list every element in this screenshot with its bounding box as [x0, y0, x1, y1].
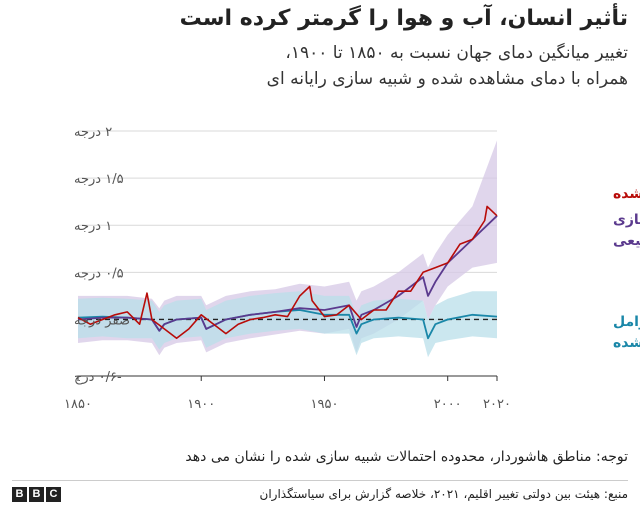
x-axis-ticks: ۱۸۵۰ ۱۹۰۰ ۱۹۵۰ ۲۰۰۰ ۲۰۲۰: [64, 376, 511, 412]
bbc-logo-letter: C: [46, 487, 61, 502]
human-natural-line: [77, 215, 498, 332]
natural-only-band: [78, 291, 497, 358]
x-tick-label: ۲۰۲۰: [483, 397, 511, 412]
legend-natural-only: فقط عواملطبیعی شبیه سازی شده: [613, 314, 640, 351]
x-tick-label: ۱۹۰۰: [187, 397, 215, 412]
subtitle-line-1: تغییر میانگین دمای جهان نسبت به ۱۸۵۰ تا …: [285, 43, 628, 63]
y-tick-label: صفر درجه: [74, 313, 130, 328]
y-tick-label: ۰/۵ درجه: [74, 266, 124, 281]
y-tick-label: ۱ درجه: [74, 219, 112, 234]
subtitle-line-2: همراه با دمای مشاهده شده و شبیه سازی رای…: [266, 69, 628, 89]
bbc-logo: B B C: [12, 487, 61, 502]
footer-divider: [12, 480, 628, 481]
series-lines: [77, 205, 498, 340]
x-tick-label: ۱۹۵۰: [311, 397, 339, 412]
y-tick-label: -۰/۶ درج: [74, 370, 122, 385]
bbc-logo-letter: B: [12, 487, 27, 502]
x-tick-label: ۲۰۰۰: [434, 397, 462, 412]
y-tick-label: ۱/۵ درجه: [74, 172, 124, 187]
x-tick-label: ۱۸۵۰: [64, 397, 92, 412]
source-text: منبع: هیئت بین دولتی تغییر اقلیم، ۲۰۲۱، …: [259, 487, 629, 501]
bbc-logo-letter: B: [29, 487, 44, 502]
chart-subtitle: تغییر میانگین دمای جهان نسبت به ۱۸۵۰ تا …: [28, 40, 628, 92]
y-tick-label: ۲ درجه: [74, 125, 112, 140]
temperature-chart: ۱۸۵۰ ۱۹۰۰ ۱۹۵۰ ۲۰۰۰ ۲۰۲۰ ۲ درجه ۱/۵ درجه ۱ درج…: [64, 125, 640, 412]
chart-title: تأثیر انسان، آب و هوا را گرمتر کرده است: [179, 6, 628, 31]
y-axis-ticks: ۲ درجه ۱/۵ درجه ۱ درجه ۰/۵ درجه صفر درجه -۰/۶…: [74, 125, 130, 385]
note-text: توجه: مناطق هاشوردار، محدوده احتمالات شب…: [185, 449, 628, 465]
legend-human-natural: شبیه سازیعوامل انسانی و طبیعی: [613, 212, 640, 249]
observed-line: [77, 205, 498, 340]
legend: مشاهده شده شبیه سازیعوامل انسانی و طبیعی…: [613, 186, 640, 351]
legend-observed: مشاهده شده: [613, 186, 640, 202]
